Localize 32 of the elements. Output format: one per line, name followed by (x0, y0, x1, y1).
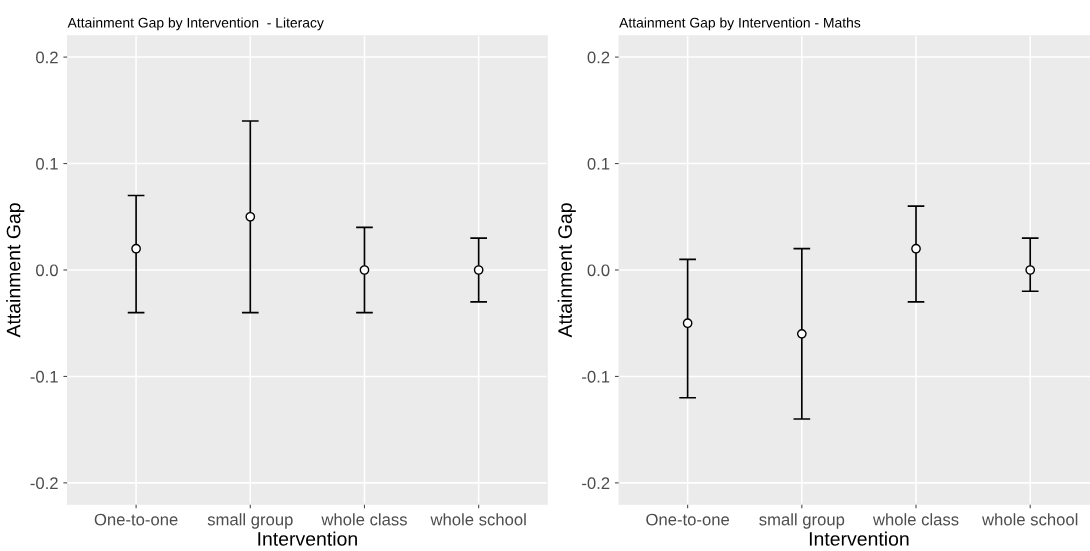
y-tick-label: 0.2 (587, 51, 610, 64)
y-tick-label: -0.2 (582, 477, 610, 490)
y-axis-title: Attainment Gap (6, 203, 25, 338)
y-tick-label: 0.0 (36, 264, 58, 277)
x-axis-title: Intervention (809, 531, 909, 546)
y-tick-label: -0.2 (30, 477, 58, 490)
point (473, 265, 484, 275)
chart-title: Attainment Gap by Intervention - Maths (619, 17, 861, 31)
x-tick-label: One-to-one (94, 513, 178, 526)
x-tick-label: whole class (321, 513, 407, 526)
y-tick-label: 0.2 (36, 51, 58, 64)
y-tick-label: -0.1 (582, 370, 610, 383)
x-tick-label: whole school (982, 513, 1078, 526)
y-tick-label: -0.1 (30, 370, 58, 383)
point (359, 265, 370, 275)
y-tick-label: 0.0 (587, 264, 610, 277)
x-tick-label: whole school (430, 513, 526, 526)
point (245, 211, 256, 222)
x-axis-title: Intervention (258, 531, 357, 546)
point (131, 243, 141, 254)
point (796, 328, 807, 339)
x-tick-label: small group (207, 513, 293, 529)
x-tick-label: One-to-one (646, 513, 730, 526)
y-tick-label: 0.1 (36, 157, 58, 170)
y-tick-label: 0.1 (587, 157, 610, 170)
y-axis-title: Attainment Gap (557, 203, 576, 338)
x-tick-label: small group (759, 513, 845, 529)
chart-title: Attainment Gap by Intervention - Literacy (67, 17, 324, 31)
x-tick-label: whole class (872, 513, 959, 526)
point (911, 243, 921, 254)
point (682, 318, 693, 329)
point (1025, 265, 1036, 275)
